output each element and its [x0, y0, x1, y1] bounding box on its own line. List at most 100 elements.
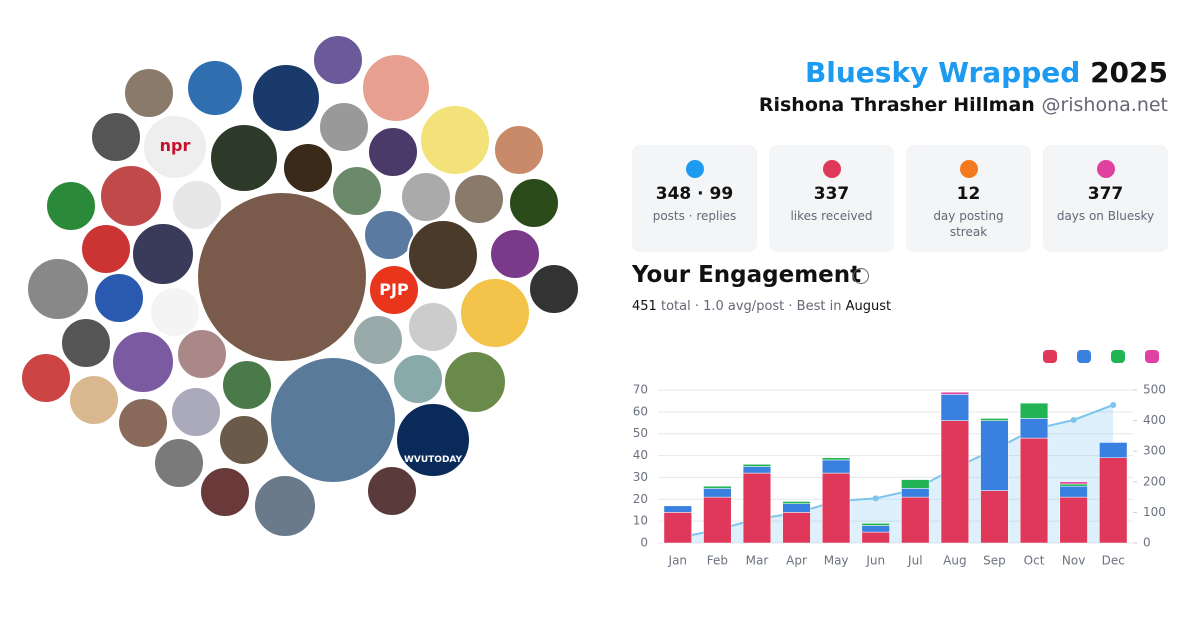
bar-segment	[1059, 485, 1088, 498]
bar-segment	[663, 512, 692, 544]
x-tick-label: Nov	[1062, 554, 1085, 568]
stat-card: 337 likes received	[769, 145, 894, 252]
line-area	[677, 404, 1114, 543]
line-point	[1031, 426, 1038, 433]
avatar	[93, 272, 145, 324]
avatar	[171, 179, 223, 231]
line-point	[1110, 401, 1117, 408]
bar-segment	[901, 488, 930, 498]
avatar	[131, 222, 195, 286]
avatar	[352, 314, 404, 366]
stat-value: 348 · 99	[655, 184, 734, 204]
bar-segment	[861, 525, 890, 533]
bar-segment	[940, 394, 969, 421]
avatar	[218, 414, 270, 466]
bar-segment	[822, 459, 851, 474]
avatar	[26, 257, 90, 321]
bar-segment	[901, 479, 930, 489]
avatar	[123, 67, 175, 119]
avatar	[90, 111, 142, 163]
stat-icon	[1096, 160, 1115, 178]
avatar	[453, 173, 505, 225]
stat-card: 12 day posting streak	[906, 145, 1031, 252]
legend-icon	[1111, 350, 1125, 363]
x-tick-label: Jan	[668, 554, 688, 568]
bar-segment	[940, 391, 969, 395]
avatar-cloud: npr PJP WVUTODAY	[20, 34, 580, 538]
line-point	[872, 495, 879, 502]
line-point	[793, 510, 800, 517]
avatar	[443, 350, 507, 414]
avatar	[80, 223, 132, 275]
line-point	[753, 515, 760, 522]
bar-segment	[782, 501, 811, 504]
avatar	[209, 123, 279, 193]
bar-segment	[703, 488, 732, 498]
avatar	[186, 59, 244, 117]
line-point	[714, 526, 721, 533]
y-tick-label: 30	[633, 470, 648, 484]
avatar	[45, 180, 97, 232]
line-point	[991, 446, 998, 453]
total: 451	[632, 299, 657, 314]
logo-text: npr	[160, 136, 191, 155]
avatar	[99, 164, 163, 228]
logo-text: PJP	[379, 280, 409, 299]
stat-icon	[822, 160, 841, 178]
bar-segment	[940, 420, 969, 544]
bar-segment	[742, 466, 772, 474]
stat-icon	[959, 160, 978, 178]
logo-text: WVUTODAY	[404, 455, 463, 465]
stat-value: 337	[813, 184, 850, 204]
avatar	[170, 386, 222, 438]
x-tick-label: Jul	[907, 554, 922, 568]
avatar	[366, 465, 418, 517]
avatar	[253, 474, 317, 538]
avatar	[395, 402, 471, 478]
title: Bluesky Wrapped 2025	[805, 56, 1168, 89]
avatar	[68, 374, 120, 426]
bar-segment	[980, 418, 1009, 421]
user-handle: @rishona.net	[1041, 94, 1168, 116]
bar-segment	[1099, 442, 1128, 459]
line-point	[912, 486, 919, 493]
y2-tick-label: 200	[1143, 474, 1166, 488]
line-point	[674, 534, 681, 541]
avatar	[269, 356, 397, 484]
legend-icon	[1077, 350, 1091, 363]
bar-segment	[861, 531, 890, 544]
y-tick-label: 20	[633, 492, 648, 506]
avatar	[251, 63, 321, 133]
bar-segment	[1059, 481, 1088, 485]
avatar	[528, 263, 580, 315]
x-tick-label: Apr	[786, 554, 807, 568]
stat-value: 377	[1087, 184, 1124, 204]
avatar	[282, 142, 334, 194]
x-tick-label: Mar	[746, 554, 769, 568]
info-icon[interactable]	[853, 268, 869, 284]
x-tick-label: Jun	[865, 554, 885, 568]
avatar	[368, 264, 420, 316]
y-tick-label: 70	[633, 383, 648, 397]
bar-segment	[861, 523, 890, 526]
y-tick-label: 50	[633, 426, 648, 440]
y2-tick-label: 300	[1143, 444, 1166, 458]
x-tick-label: Dec	[1102, 554, 1125, 568]
line-point	[833, 498, 840, 505]
avatar	[489, 228, 541, 280]
legend-icon	[1043, 350, 1057, 363]
avatar	[459, 277, 531, 349]
y-tick-label: 60	[633, 404, 648, 418]
bar-segment	[703, 485, 732, 489]
avatar	[142, 114, 208, 180]
bar-segment	[980, 420, 1009, 491]
avatar	[508, 177, 560, 229]
bar-segment	[980, 490, 1009, 544]
bar-segment	[742, 472, 772, 544]
avatar	[20, 352, 72, 404]
stat-value: 12	[956, 184, 981, 204]
avatar	[392, 353, 444, 405]
engagement-title: Your Engagement	[632, 262, 862, 288]
bar-segment	[742, 464, 772, 467]
avatar	[60, 317, 112, 369]
